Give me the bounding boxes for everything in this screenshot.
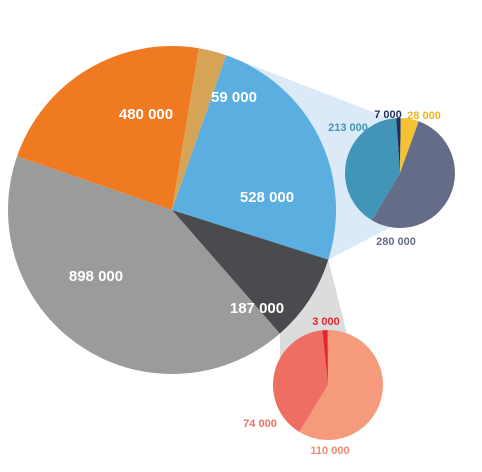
main-pie-slice-3 xyxy=(17,46,199,210)
slice-value-label: 3 000 xyxy=(312,316,340,328)
blue-breakdown-pie-slice-0 xyxy=(396,118,401,173)
slice-labels: 528 000 187 000 898 000 480 000 59 000 7 000 2… xyxy=(69,89,441,457)
slice-value-label: 213 000 xyxy=(328,122,368,134)
dark-breakdown-pie-slice-1 xyxy=(299,329,383,440)
blue-breakdown-pie-slice-1 xyxy=(400,118,419,173)
blue-breakdown-pie-slice-2 xyxy=(371,121,455,228)
main-pie-slice-4 xyxy=(172,48,227,210)
slice-value-label: 28 000 xyxy=(407,110,441,122)
slice-value-label: 110 000 xyxy=(310,445,349,457)
slice-value-label: 480 000 xyxy=(119,106,173,123)
slice-value-label: 898 000 xyxy=(69,268,123,285)
main-pie-slice-1 xyxy=(172,210,329,334)
slice-value-label: 74 000 xyxy=(243,418,277,430)
main-pie-slice-0 xyxy=(172,55,336,260)
dark-breakdown-pie-slice-0 xyxy=(322,330,328,385)
blue-slice-breakdown-pie xyxy=(344,118,455,228)
dark-breakdown-pie-slice-2 xyxy=(272,330,328,432)
slice-value-label: 7 000 xyxy=(374,109,402,121)
blue-breakdown-pie-slice-3 xyxy=(344,118,400,221)
main-pie-slice-2 xyxy=(8,156,280,374)
slice-value-label: 280 000 xyxy=(376,236,416,248)
slice-value-label: 187 000 xyxy=(230,300,284,317)
main-pie xyxy=(8,46,336,374)
dark-slice-breakdown-pie xyxy=(272,329,383,440)
slice-value-label: 528 000 xyxy=(240,189,294,206)
slice-value-label: 59 000 xyxy=(211,89,257,106)
